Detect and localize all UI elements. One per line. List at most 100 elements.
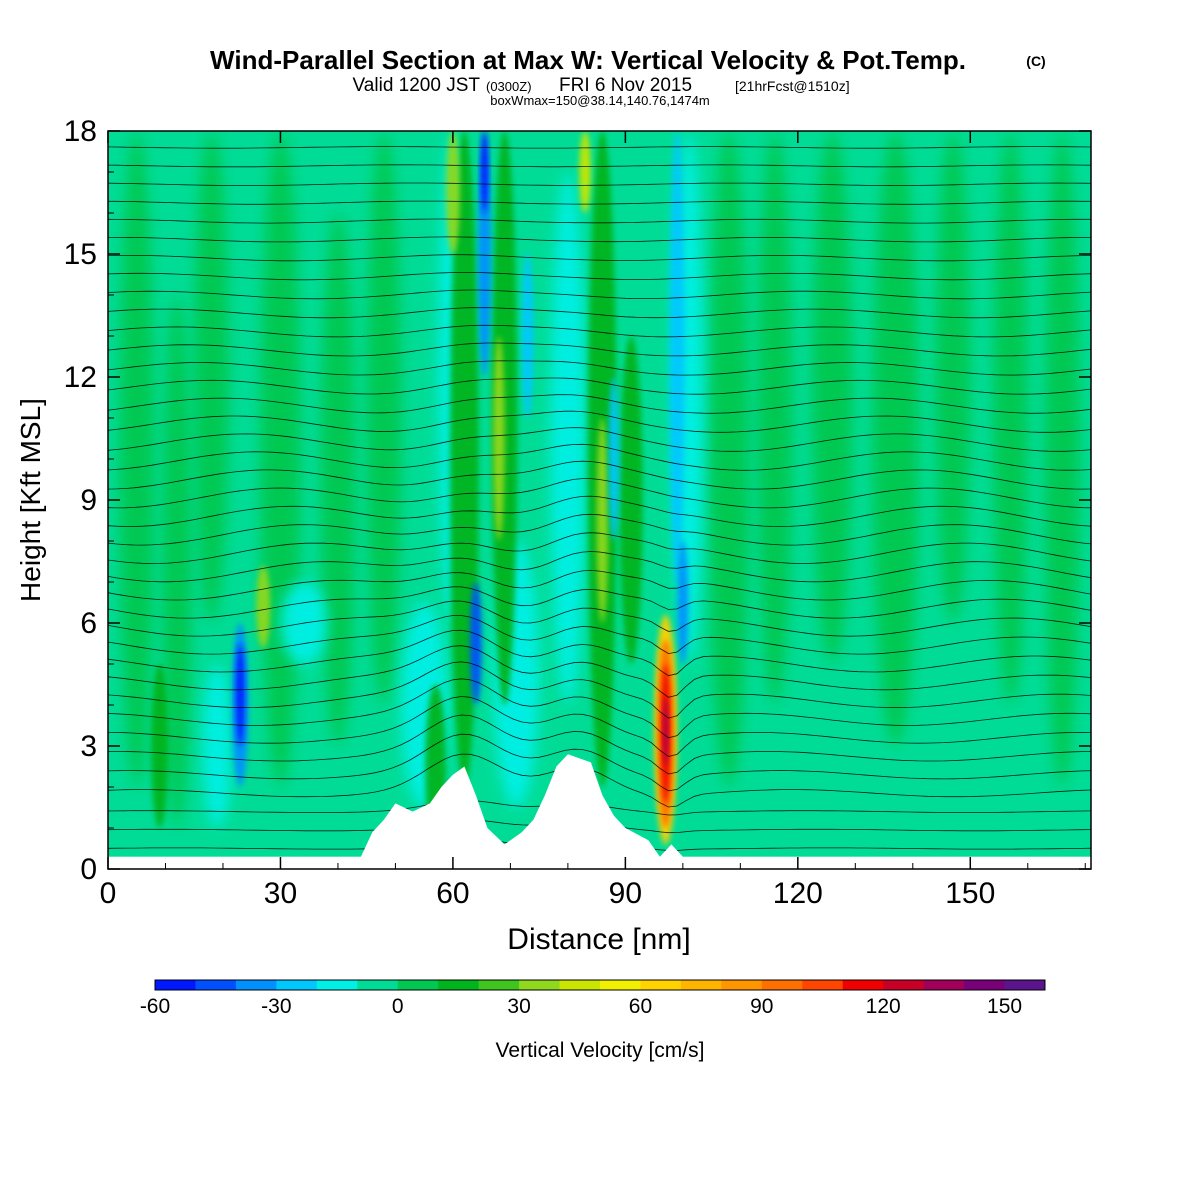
colorbar-title: Vertical Velocity [cm/s] [496, 1039, 705, 1062]
isentrope-line [108, 128, 1091, 129]
velocity-streak [492, 131, 518, 705]
isentrope-line [108, 714, 1091, 775]
isentrope-line [108, 410, 1091, 433]
colorbar-swatch [802, 980, 844, 990]
isentrope-line [108, 661, 1091, 719]
velocity-streak [993, 131, 1028, 705]
valid-date: FRI 6 Nov 2015 [559, 75, 692, 96]
colorbar-swatch [1004, 980, 1046, 990]
x-tick-label: 0 [100, 877, 117, 910]
valid-line: Valid 1200 JST (0300Z) FRI 6 Nov 2015 [2… [353, 75, 850, 96]
colorbar-tick-label: -60 [140, 995, 170, 1018]
colorbar-tick-label: 0 [392, 995, 404, 1018]
velocity-streak [151, 664, 169, 828]
x-tick-label: 60 [436, 877, 469, 910]
colorbar-swatch [923, 980, 965, 990]
y-tick-label: 18 [64, 115, 97, 148]
isentrope-line [108, 377, 1091, 395]
colorbar-tick-label: 90 [750, 995, 773, 1018]
velocity-streak [1045, 131, 1080, 787]
x-tick-label: 90 [609, 877, 642, 910]
colorbar-swatch [235, 980, 277, 990]
boxwmax-label: boxWmax=150@38.14,140.76,1474m [490, 93, 710, 108]
colorbar-swatch [559, 980, 601, 990]
isentrope-line [108, 615, 1091, 655]
colorbar-swatch [155, 980, 196, 990]
y-tick-label: 9 [80, 484, 97, 517]
valid-utc: (0300Z) [486, 79, 532, 94]
isentrope-line [108, 360, 1091, 376]
colorbar-swatch [478, 980, 520, 990]
x-tick-label: 150 [945, 877, 995, 910]
isentrope-line [108, 586, 1091, 619]
velocity-streak [596, 418, 609, 623]
velocity-streak [202, 664, 232, 828]
isentrope-line [108, 164, 1091, 168]
colorbar-swatch [842, 980, 884, 990]
colorbar-swatch [680, 980, 722, 990]
colorbar-swatch [195, 980, 237, 990]
isentrope-line [108, 200, 1091, 205]
isentrope-line [108, 600, 1091, 637]
isentrope-line [108, 513, 1091, 546]
isentrope-line [108, 551, 1091, 583]
isentrope-line [108, 733, 1091, 792]
velocity-streak [708, 131, 749, 787]
velocity-streak [677, 541, 689, 664]
isentrope-line [108, 478, 1091, 509]
isentrope-line [108, 569, 1091, 601]
colorbar-tick-label: 150 [987, 995, 1022, 1018]
colorbar-tick-label: 60 [629, 995, 652, 1018]
velocity-streak [812, 131, 853, 664]
isentrope-line [108, 182, 1091, 187]
terrain-mask [360, 754, 683, 869]
colorbar-tick-label: 30 [507, 995, 530, 1018]
isentrope-line [108, 645, 1091, 698]
ground-strip [108, 856, 1091, 869]
y-tick-label: 3 [80, 730, 97, 763]
colorbar-frame [154, 979, 1046, 991]
isentrope-line [108, 629, 1091, 677]
colorbar-swatch [640, 980, 682, 990]
isentrope-line [108, 307, 1091, 319]
y-tick-label: 15 [64, 238, 97, 271]
isentrope-line [108, 236, 1091, 243]
isentrope-line [108, 394, 1091, 414]
isentrope-line [108, 427, 1091, 452]
y-tick-label: 0 [80, 853, 97, 886]
velocity-streak [236, 643, 245, 746]
x-tick-label: 120 [773, 877, 823, 910]
chart-title: Wind-Parallel Section at Max W: Vertical… [210, 45, 966, 75]
colorbar-tick-label: 120 [866, 995, 901, 1018]
velocity-streak [550, 172, 586, 705]
velocity-streak [256, 565, 271, 648]
colorbar-swatch [438, 980, 480, 990]
x-axis-title: Distance [nm] [507, 923, 690, 956]
colorbar-swatch [721, 980, 763, 990]
isentrope-line [108, 289, 1091, 300]
velocity-streak [194, 131, 229, 623]
isentrope-line [108, 696, 1091, 757]
colorbar-swatch [883, 980, 925, 990]
isentrope-line [108, 753, 1091, 808]
isentrope-line [108, 532, 1091, 564]
velocity-streak [669, 131, 685, 582]
velocity-streak [478, 131, 491, 377]
colorbar-swatch [519, 980, 561, 990]
colorbar-swatch [600, 980, 641, 990]
colorbar-swatch [276, 980, 318, 990]
velocity-streak [481, 131, 488, 213]
colorbar-swatch [397, 980, 439, 990]
velocity-streak [493, 336, 505, 541]
isentrope-line [108, 272, 1091, 281]
copyright-mark: (C) [1026, 53, 1045, 69]
colorbar-swatch [761, 980, 803, 990]
isentrope-line [108, 678, 1091, 739]
colorbar-swatch [964, 980, 1006, 990]
y-tick-label: 6 [80, 607, 97, 640]
velocity-streak [119, 131, 154, 787]
colorbar-swatch [357, 980, 399, 990]
velocity-streak [619, 336, 643, 664]
velocity-streak [579, 131, 591, 213]
